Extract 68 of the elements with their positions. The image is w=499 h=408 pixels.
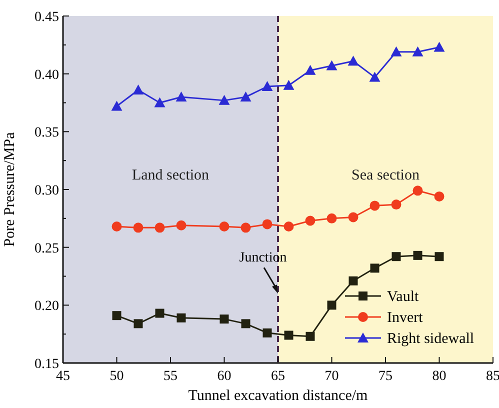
point	[348, 276, 358, 286]
point	[392, 252, 401, 262]
point	[434, 42, 445, 52]
point	[412, 186, 423, 196]
y-tick-label: 0.20	[34, 299, 59, 314]
point	[262, 81, 273, 92]
point	[262, 328, 272, 338]
point	[434, 191, 444, 202]
x-tick-label: 65	[271, 369, 285, 384]
point	[133, 222, 144, 233]
legend-label: Right sidewall	[387, 331, 474, 347]
point	[413, 250, 422, 260]
point	[262, 219, 272, 230]
point	[370, 200, 380, 211]
legend-label: Vault	[387, 289, 420, 305]
point	[240, 91, 252, 102]
x-axis-title: Tunnel excavation distance/m	[188, 388, 368, 404]
legend-label: Invert	[387, 310, 424, 326]
annotation: Junction	[239, 250, 287, 266]
x-tick-label: 45	[56, 369, 70, 384]
point	[176, 313, 186, 322]
y-tick-label: 0.25	[34, 241, 59, 256]
y-tick-label: 0.40	[34, 68, 59, 83]
y-tick-label: 0.15	[34, 357, 59, 372]
band-label: Sea section	[352, 168, 420, 184]
point	[391, 200, 402, 210]
x-tick-label: 70	[324, 369, 339, 384]
point	[154, 222, 165, 233]
x-tick-label: 75	[378, 369, 392, 384]
point	[348, 212, 358, 222]
point	[134, 319, 143, 328]
point	[327, 300, 336, 310]
point	[390, 46, 402, 56]
point	[218, 94, 230, 105]
point	[369, 72, 380, 82]
point	[132, 84, 144, 95]
point	[370, 264, 380, 273]
point	[412, 46, 424, 56]
point	[111, 100, 122, 111]
point	[155, 308, 164, 318]
point	[283, 80, 294, 90]
point	[284, 222, 294, 232]
point	[284, 330, 294, 340]
point	[241, 319, 250, 328]
x-tick-label: 60	[217, 369, 232, 384]
point	[434, 252, 444, 262]
point	[112, 311, 122, 320]
y-tick-label: 0.45	[34, 10, 59, 25]
point	[348, 56, 359, 66]
point	[326, 213, 337, 224]
point	[326, 60, 338, 70]
point	[305, 216, 316, 226]
point	[112, 222, 122, 232]
y-tick-label: 0.30	[34, 184, 59, 198]
point	[240, 222, 251, 233]
x-tick-label: 50	[110, 369, 124, 384]
y-tick-label: 0.35	[34, 126, 59, 141]
x-tick-label: 80	[432, 369, 446, 384]
point	[176, 91, 187, 102]
point	[176, 220, 186, 230]
point	[306, 332, 315, 341]
y-axis-title: Pore Pressure/MPa	[2, 132, 18, 247]
band-label: Land section	[132, 168, 210, 184]
point	[219, 222, 230, 232]
point	[220, 314, 229, 324]
x-tick-label: 55	[164, 369, 178, 384]
point	[304, 64, 316, 75]
point	[154, 97, 166, 108]
